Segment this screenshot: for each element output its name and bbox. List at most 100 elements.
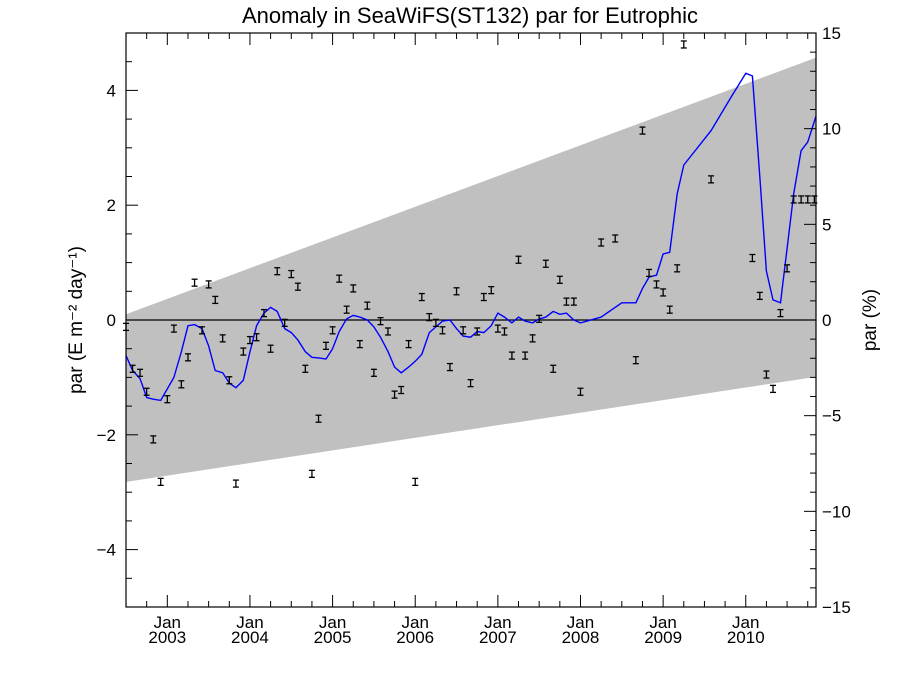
- data-point: [170, 324, 177, 333]
- data-point: [418, 292, 425, 302]
- data-point: [191, 278, 198, 287]
- x-tick-month-label: Jan: [402, 613, 429, 632]
- x-tick-month-label: Jan: [649, 613, 676, 632]
- data-point: [232, 479, 239, 488]
- data-point: [336, 274, 343, 283]
- y-right-tick-label: −5: [822, 407, 841, 426]
- data-point: [205, 280, 212, 289]
- data-point: [274, 267, 281, 276]
- data-point: [501, 327, 508, 336]
- chart-title: Anomaly in SeaWiFS(ST132) par for Eutrop…: [242, 3, 698, 28]
- data-point: [370, 368, 377, 377]
- x-tick-year-label: 2004: [231, 628, 269, 647]
- data-point: [246, 335, 253, 345]
- data-point: [446, 362, 453, 372]
- data-point: [577, 387, 584, 396]
- trend-band-layer: [126, 57, 816, 482]
- data-point: [294, 282, 301, 291]
- data-point: [143, 387, 150, 396]
- x-tick-year-label: 2010: [727, 628, 765, 647]
- y-left-tick-label: −4: [97, 541, 116, 560]
- y-right-tick-label: 10: [822, 120, 841, 139]
- data-point: [563, 297, 570, 306]
- x-tick-year-label: 2003: [148, 628, 186, 647]
- axes-layer: 420−2−4151050−5−10−15Jan2003Jan2004Jan20…: [97, 24, 851, 647]
- data-point: [178, 380, 185, 389]
- data-point: [439, 326, 446, 335]
- data-point: [666, 305, 673, 314]
- data-point: [267, 344, 274, 353]
- data-point: [322, 341, 329, 350]
- data-point: [480, 292, 487, 302]
- data-point: [460, 326, 467, 335]
- y-right-tick-label: 0: [822, 311, 831, 330]
- data-point: [467, 378, 474, 388]
- data-point: [302, 364, 309, 373]
- data-point: [777, 308, 784, 318]
- data-point: [522, 351, 529, 360]
- data-point: [157, 477, 164, 487]
- data-point: [508, 351, 515, 360]
- data-point: [281, 318, 288, 328]
- data-point: [432, 318, 439, 328]
- y-right-tick-label: −15: [822, 598, 851, 617]
- data-point: [653, 280, 660, 289]
- data-point: [804, 195, 811, 204]
- data-point: [784, 264, 791, 273]
- data-point: [453, 287, 460, 296]
- data-point: [674, 264, 681, 273]
- data-point: [199, 326, 206, 335]
- data-point: [240, 347, 247, 356]
- y-right-tick-label: −10: [822, 502, 851, 521]
- data-point: [598, 238, 605, 247]
- x-tick-year-label: 2009: [644, 628, 682, 647]
- x-tick-year-label: 2005: [314, 628, 352, 647]
- data-point: [226, 376, 233, 385]
- y-right-tick-label: 5: [822, 215, 831, 234]
- data-point: [639, 126, 646, 135]
- data-point: [398, 385, 405, 395]
- data-point: [632, 356, 639, 365]
- data-point: [770, 384, 777, 394]
- data-point: [542, 259, 549, 268]
- x-tick-month-label: Jan: [732, 613, 759, 632]
- x-tick-month-label: Jan: [236, 613, 263, 632]
- y-left-tick-label: 0: [107, 311, 116, 330]
- y-right-tick-label: 15: [822, 24, 841, 43]
- x-tick-year-label: 2006: [396, 628, 434, 647]
- data-point: [426, 312, 433, 322]
- data-point: [137, 368, 144, 377]
- data-point: [315, 414, 322, 423]
- data-point: [708, 175, 715, 184]
- data-point: [494, 324, 501, 333]
- x-tick-month-label: Jan: [154, 613, 181, 632]
- data-point: [680, 40, 687, 49]
- data-point: [261, 308, 267, 318]
- data-point: [150, 435, 157, 444]
- data-point: [384, 327, 391, 336]
- data-point: [356, 339, 363, 349]
- data-point: [308, 469, 315, 478]
- data-point: [488, 286, 495, 295]
- x-tick-year-label: 2007: [479, 628, 517, 647]
- data-point: [798, 195, 805, 204]
- data-point: [329, 326, 336, 335]
- data-point: [219, 334, 226, 343]
- y-left-tick-label: −2: [97, 426, 116, 445]
- x-tick-year-label: 2008: [562, 628, 600, 647]
- data-point: [412, 477, 419, 487]
- data-point: [253, 333, 260, 342]
- data-point: [749, 253, 756, 263]
- data-point: [556, 275, 563, 284]
- y-left-tick-label: 4: [107, 81, 116, 100]
- x-tick-month-label: Jan: [567, 613, 594, 632]
- data-point: [212, 295, 219, 305]
- data-point: [536, 314, 543, 324]
- trend-band: [126, 57, 816, 482]
- data-point: [515, 255, 522, 264]
- data-point: [391, 390, 398, 399]
- data-point: [288, 269, 295, 279]
- data-point: [364, 301, 371, 310]
- y-axis-label-right: par (%): [860, 289, 881, 351]
